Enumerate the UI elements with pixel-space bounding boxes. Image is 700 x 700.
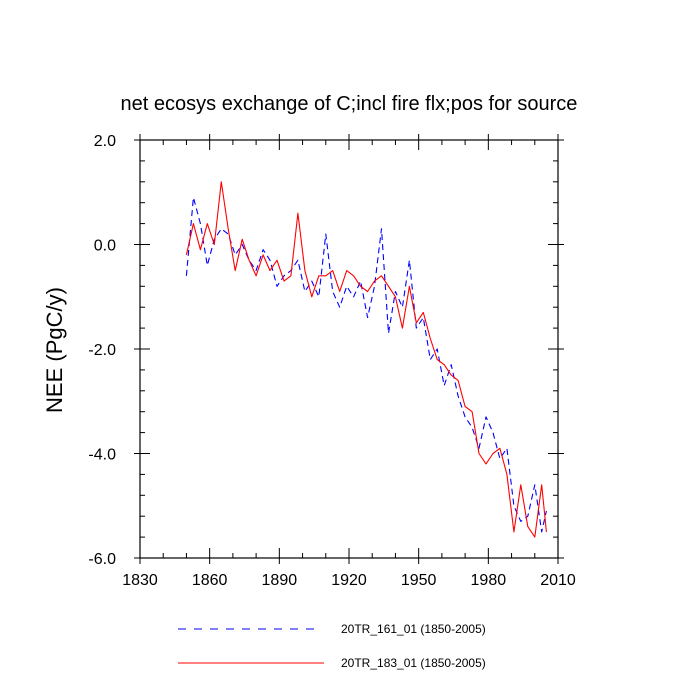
- plot-area: [134, 134, 564, 564]
- x-tick-label: 2010: [540, 572, 576, 589]
- x-tick-label: 1980: [471, 572, 507, 589]
- chart-title: net ecosys exchange of C;incl fire flx;p…: [121, 93, 578, 115]
- y-tick-label: -6.0: [88, 551, 116, 568]
- y-tick-label: -2.0: [88, 342, 116, 359]
- y-tick-label: -4.0: [88, 447, 116, 464]
- y-tick-label: 2.0: [94, 133, 116, 150]
- legend-label-series-1: 20TR_161_01 (1850-2005): [341, 622, 486, 636]
- y-tick-label: 0.0: [94, 238, 116, 255]
- x-tick-label: 1860: [192, 572, 228, 589]
- legend-label-series-2: 20TR_183_01 (1850-2005): [341, 656, 486, 670]
- plot-frame: [139, 139, 559, 559]
- y-axis-label: NEE (PgC/y): [42, 287, 67, 413]
- x-tick-label: 1920: [331, 572, 367, 589]
- x-tick-label: 1950: [401, 572, 437, 589]
- axis-ticks: [134, 134, 564, 564]
- x-tick-label: 1890: [262, 572, 298, 589]
- series-layer: [185, 181, 547, 538]
- x-tick-label: 1830: [122, 572, 158, 589]
- tick-labels: 1830 1860 1890 1920 1950 1980 2010 -6.0 -4.0 -2.0…: [88, 133, 575, 589]
- series-line-2: [185, 181, 547, 538]
- legend: 20TR_161_01 (1850-2005) 20TR_183_01 (185…: [178, 622, 486, 670]
